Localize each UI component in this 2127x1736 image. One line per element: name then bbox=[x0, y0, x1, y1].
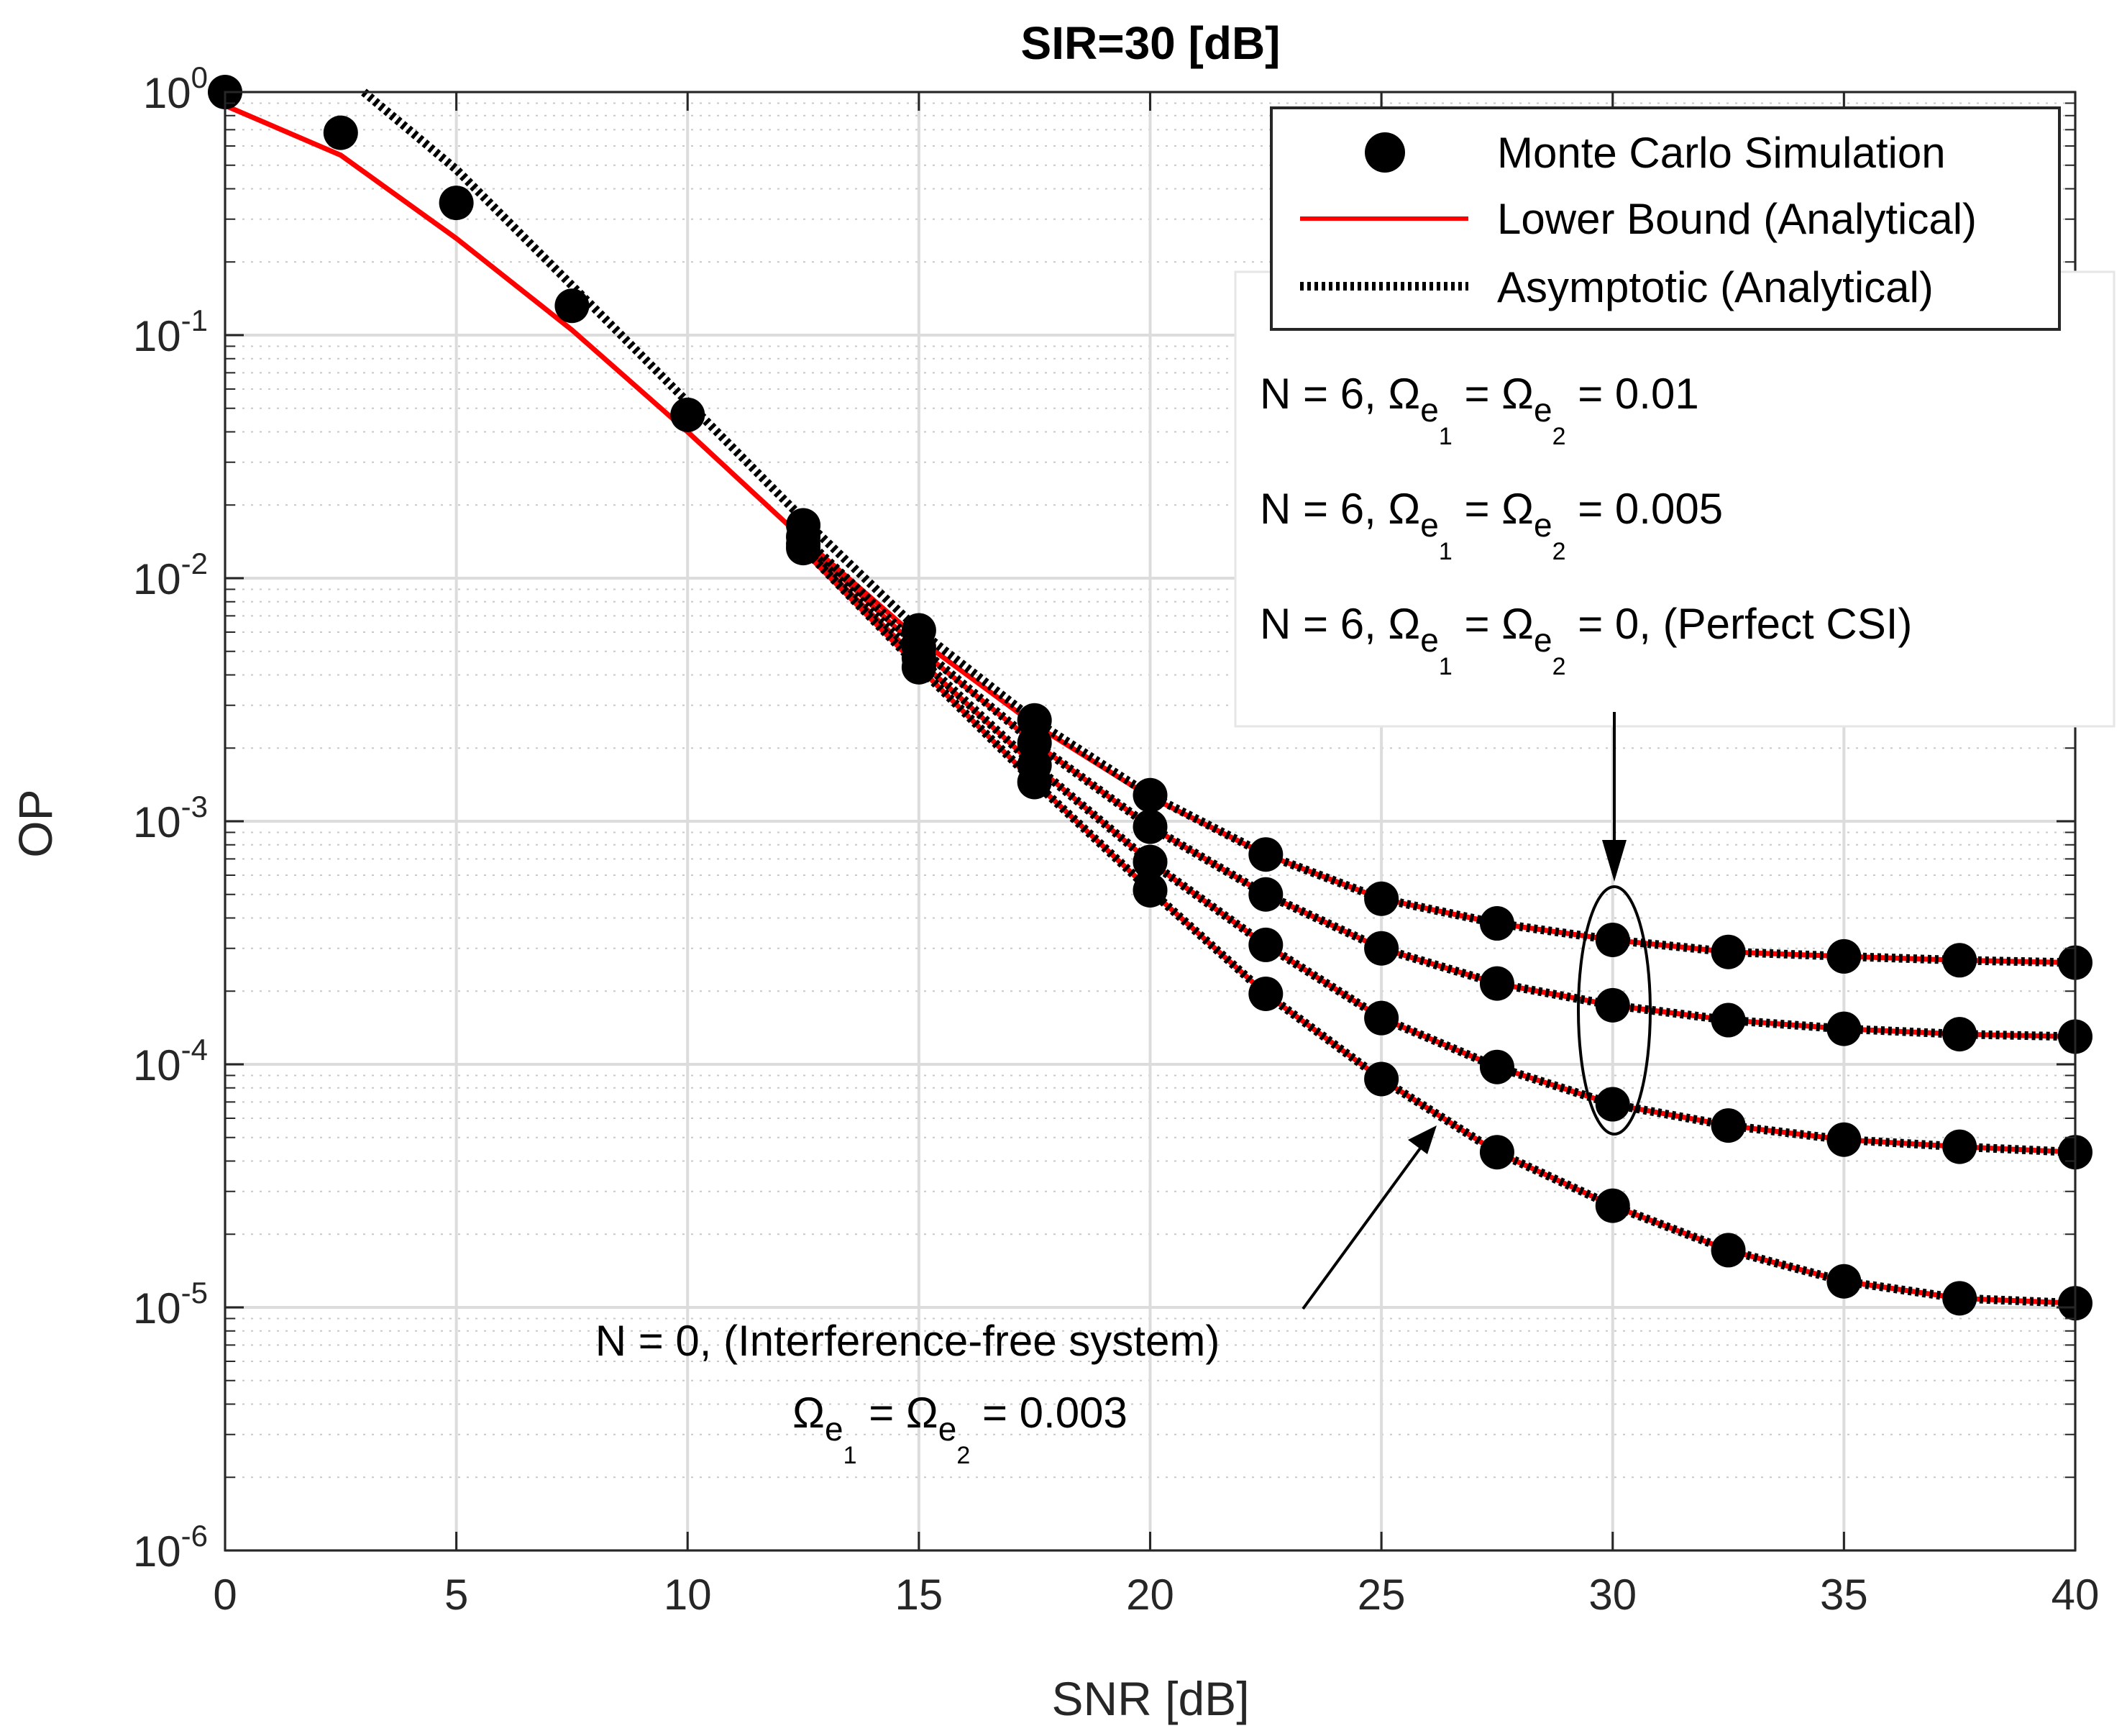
simulation-point bbox=[670, 397, 705, 432]
simulation-point bbox=[786, 531, 821, 566]
y-tick-label: 10-6 bbox=[133, 1519, 208, 1576]
x-tick-label: 10 bbox=[664, 1571, 712, 1619]
annotation-shapes bbox=[1302, 712, 1652, 1310]
x-axis-label: SNR [dB] bbox=[1051, 1672, 1249, 1725]
x-tick-label: 35 bbox=[1820, 1571, 1868, 1619]
series-layer bbox=[224, 88, 2076, 1308]
simulation-point bbox=[1248, 877, 1284, 912]
simulation-point bbox=[1826, 938, 1862, 974]
simulation-point bbox=[1479, 906, 1514, 941]
legend: Monte Carlo Simulation Lower Bound (Anal… bbox=[1270, 106, 2061, 331]
legend-label-lower-bound: Lower Bound (Analytical) bbox=[1497, 195, 1977, 243]
simulation-point bbox=[1826, 1264, 1862, 1299]
annotation-n0-line1: N = 0, (Interference-free system) bbox=[595, 1317, 1220, 1365]
simulation-point bbox=[1942, 1017, 1977, 1052]
y-tick-label: 10-1 bbox=[133, 303, 208, 360]
x-tick-label: 20 bbox=[1126, 1571, 1174, 1619]
simulation-point bbox=[1364, 1061, 1399, 1097]
lower-bound-line bbox=[801, 539, 2076, 1039]
simulation-point bbox=[1711, 1233, 1746, 1268]
simulation-point bbox=[1595, 922, 1630, 957]
x-tick-label: 0 bbox=[213, 1571, 237, 1619]
annotation-n6-001: N = 6, Ωe1 = Ωe2 = 0.01 bbox=[1260, 370, 1699, 450]
y-tick-label: 10-5 bbox=[133, 1276, 208, 1333]
asymptotic-line bbox=[800, 541, 2076, 1157]
y-axis-label: OP bbox=[9, 789, 62, 857]
simulation-point bbox=[1133, 872, 1168, 908]
simulation-point bbox=[1133, 777, 1168, 813]
legend-label-simulation: Monte Carlo Simulation bbox=[1497, 129, 1946, 177]
y-tick-labels: 100 10-1 10-2 10-3 10-4 10-5 10-6 bbox=[133, 60, 208, 1576]
x-tick-label: 5 bbox=[444, 1571, 468, 1619]
simulation-point bbox=[1479, 1049, 1514, 1084]
x-tick-label: 40 bbox=[2051, 1571, 2100, 1619]
simulation-point bbox=[323, 115, 358, 150]
chart-title: SIR=30 [dB] bbox=[1021, 17, 1281, 69]
x-tick-label: 30 bbox=[1588, 1571, 1637, 1619]
simulation-point bbox=[1711, 934, 1746, 969]
simulation-point bbox=[1479, 966, 1514, 1001]
arrow-up-head bbox=[1408, 1125, 1437, 1154]
arrow-up-line bbox=[1302, 1142, 1425, 1310]
arrow-down-head bbox=[1602, 840, 1627, 882]
simulation-point bbox=[1017, 764, 1052, 800]
simulation-point bbox=[1133, 809, 1168, 844]
x-tick-label: 15 bbox=[895, 1571, 943, 1619]
annotation-n6-perfect-csi: N = 6, Ωe1 = Ωe2 = 0, (Perfect CSI) bbox=[1260, 600, 1912, 680]
legend-label-asymptotic: Asymptotic (Analytical) bbox=[1497, 263, 1934, 311]
simulation-point bbox=[1364, 931, 1399, 966]
lower-bound-line bbox=[801, 549, 2076, 1306]
legend-marker-circle bbox=[1365, 132, 1405, 173]
simulation-point bbox=[1711, 1002, 1746, 1038]
simulation-point bbox=[1595, 1087, 1630, 1122]
simulation-point bbox=[1595, 987, 1630, 1023]
simulation-point bbox=[901, 649, 936, 685]
y-tick-label: 10-4 bbox=[133, 1033, 208, 1089]
simulation-point bbox=[1711, 1108, 1746, 1143]
simulation-point bbox=[1942, 1129, 1977, 1164]
simulation-point bbox=[1826, 1011, 1862, 1046]
simulation-point bbox=[439, 186, 474, 221]
annotation-n6-0005: N = 6, Ωe1 = Ωe2 = 0.005 bbox=[1260, 485, 1723, 565]
x-tick-label: 25 bbox=[1358, 1571, 1406, 1619]
simulation-point bbox=[1595, 1188, 1630, 1223]
simulation-point bbox=[1364, 881, 1399, 916]
y-tick-label: 100 bbox=[143, 60, 208, 117]
asymptotic-line bbox=[361, 88, 2076, 967]
simulation-point bbox=[1826, 1122, 1862, 1157]
y-tick-label: 10-3 bbox=[133, 790, 208, 846]
simulation-point bbox=[1133, 844, 1168, 880]
simulation-point bbox=[1248, 927, 1284, 962]
axis-ticks bbox=[224, 91, 2077, 1552]
simulation-point bbox=[1248, 976, 1284, 1011]
simulation-point bbox=[554, 288, 590, 324]
simulation-point bbox=[1479, 1135, 1514, 1170]
annotation-box bbox=[1234, 270, 2115, 728]
simulation-point bbox=[1248, 837, 1284, 872]
simulation-point bbox=[1942, 943, 1977, 978]
highlight-ellipse bbox=[1577, 885, 1652, 1136]
simulation-point bbox=[1942, 1281, 1977, 1316]
simulation-point bbox=[1364, 1000, 1399, 1036]
y-tick-label: 10-2 bbox=[133, 547, 208, 603]
x-tick-labels: 0 5 10 15 20 25 30 35 40 bbox=[213, 1571, 2099, 1619]
markers-layer bbox=[208, 75, 2092, 1321]
annotation-n0-line2: Ωe1 = Ωe2 = 0.003 bbox=[792, 1389, 1127, 1469]
